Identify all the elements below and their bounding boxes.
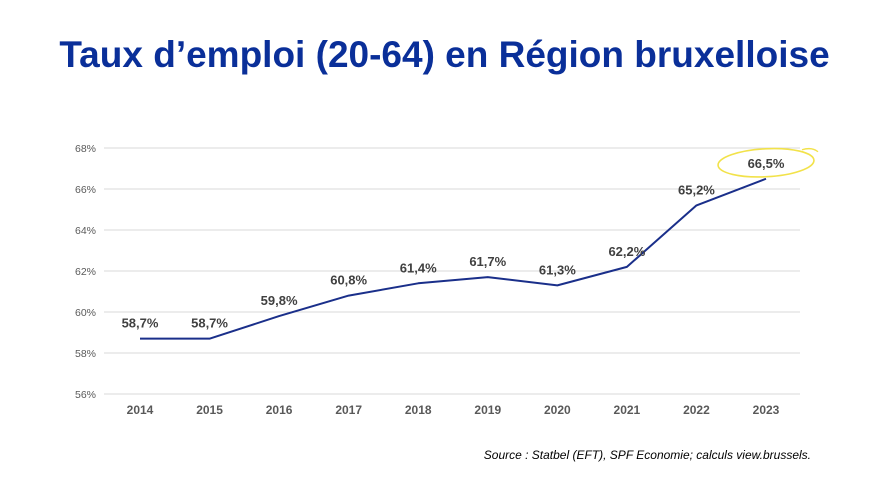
data-label: 62,2% bbox=[608, 244, 645, 259]
y-tick-label: 62% bbox=[75, 266, 96, 278]
x-tick-label: 2021 bbox=[614, 403, 641, 417]
data-label: 66,5% bbox=[748, 156, 785, 171]
highlight-stroke-tail bbox=[801, 147, 819, 153]
y-tick-label: 56% bbox=[75, 389, 96, 401]
y-tick-label: 60% bbox=[75, 307, 96, 319]
data-label: 65,2% bbox=[678, 182, 715, 197]
data-label: 58,7% bbox=[191, 316, 228, 331]
x-tick-label: 2016 bbox=[266, 403, 293, 417]
x-tick-label: 2022 bbox=[683, 403, 710, 417]
page-title: Taux d’emploi (20-64) en Région bruxello… bbox=[59, 34, 830, 75]
series-line-group bbox=[140, 177, 767, 340]
data-label: 60,8% bbox=[330, 273, 367, 288]
x-tick-label: 2017 bbox=[335, 403, 362, 417]
x-tick-label: 2018 bbox=[405, 403, 432, 417]
data-label: 59,8% bbox=[261, 293, 298, 308]
data-labels: 58,7% 58,7% 59,8% 60,8% 61,4% 61,7% 61,3% 62,2%… bbox=[122, 156, 785, 331]
y-tick-label: 58% bbox=[75, 348, 96, 360]
x-tick-label: 2015 bbox=[196, 403, 223, 417]
data-label: 61,3% bbox=[539, 262, 576, 277]
highlight-annotation bbox=[717, 147, 819, 178]
y-tick-label: 64% bbox=[75, 225, 96, 237]
gridlines bbox=[104, 147, 800, 395]
series-line bbox=[140, 177, 767, 340]
x-tick-label: 2020 bbox=[544, 403, 571, 417]
data-label: 61,7% bbox=[469, 254, 506, 269]
x-tick-label: 2014 bbox=[127, 403, 154, 417]
x-tick-label: 2023 bbox=[753, 403, 780, 417]
x-axis: 2014 2015 2016 2017 2018 2019 2020 2021 2022 2023 bbox=[127, 403, 780, 417]
y-axis: 56% 58% 60% 62% 64% 66% 68% bbox=[75, 143, 96, 401]
data-label: 61,4% bbox=[400, 260, 437, 275]
highlight-ellipse bbox=[717, 147, 815, 178]
data-label: 58,7% bbox=[122, 316, 159, 331]
y-tick-label: 66% bbox=[75, 184, 96, 196]
x-tick-label: 2019 bbox=[474, 403, 501, 417]
y-tick-label: 68% bbox=[75, 143, 96, 155]
source-note: Source : Statbel (EFT), SPF Economie; ca… bbox=[483, 448, 811, 462]
